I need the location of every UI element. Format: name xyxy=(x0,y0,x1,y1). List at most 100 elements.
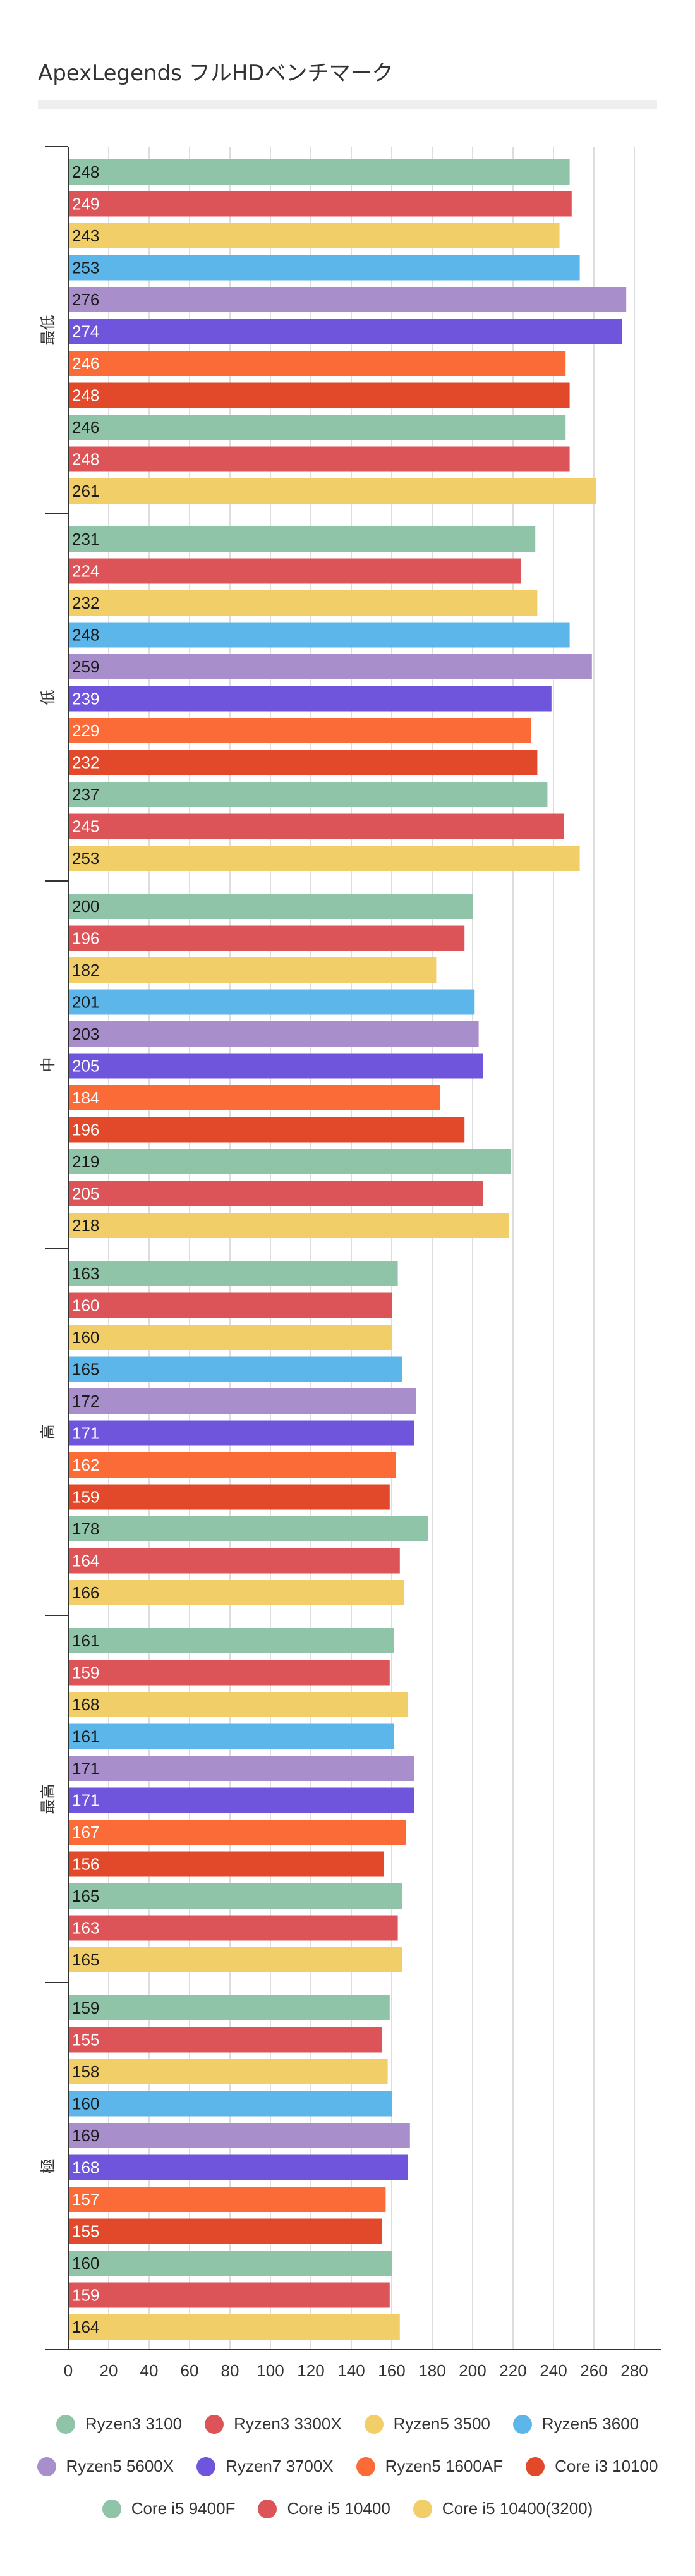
bar-value-label: 239 xyxy=(72,690,99,708)
category-label: 最低 xyxy=(39,315,57,346)
title-divider xyxy=(38,100,657,109)
bar xyxy=(68,1484,390,1510)
bar-value-label: 158 xyxy=(72,2062,99,2081)
legend-swatch-icon xyxy=(526,2457,545,2476)
legend-item[interactable]: Ryzen7 3700X xyxy=(196,2457,334,2476)
bar-value-label: 165 xyxy=(72,1360,99,1379)
bar-chart: 248 249 243 253 276 274 246 248 246 248 261 231 224 2… xyxy=(39,146,661,2380)
legend-item[interactable]: Core i5 10400(3200) xyxy=(413,2499,593,2518)
bar xyxy=(68,1756,414,1781)
legend-swatch-icon xyxy=(258,2499,277,2518)
x-tick-label: 120 xyxy=(297,2361,324,2380)
legend-item[interactable]: Ryzen5 3600 xyxy=(512,2414,639,2434)
bar xyxy=(68,1660,390,1686)
legend-label: Ryzen5 5600X xyxy=(66,2457,174,2476)
bar-value-label: 178 xyxy=(72,1519,99,1538)
bar xyxy=(68,2027,382,2053)
bar-value-label: 253 xyxy=(72,258,99,277)
bar xyxy=(68,2282,390,2308)
legend-swatch-icon xyxy=(196,2457,216,2476)
legend-row: Ryzen5 5600X Ryzen7 3700X Ryzen5 1600AF Cor… xyxy=(0,2457,695,2476)
bar xyxy=(68,1213,509,1238)
bar-value-label: 159 xyxy=(72,1488,99,1507)
bar xyxy=(68,846,580,871)
bar-value-label: 169 xyxy=(72,2126,99,2145)
bar xyxy=(68,1292,392,1318)
legend-item[interactable]: Core i5 10400 xyxy=(258,2499,390,2518)
bar-value-label: 155 xyxy=(72,2031,99,2050)
bar xyxy=(68,319,622,344)
legend-item[interactable]: Ryzen3 3300X xyxy=(205,2414,342,2434)
bar xyxy=(68,287,627,312)
bar-value-label: 218 xyxy=(72,1216,99,1235)
bar xyxy=(68,2059,388,2084)
x-tick-label: 160 xyxy=(378,2361,405,2380)
legend-row: Ryzen3 3100 Ryzen3 3300X Ryzen5 3500 Ryzen5… xyxy=(0,2414,695,2434)
bar-value-label: 253 xyxy=(72,849,99,868)
bar-value-label: 155 xyxy=(72,2222,99,2241)
bar xyxy=(68,191,572,217)
legend-item[interactable]: Ryzen5 3500 xyxy=(364,2414,490,2434)
bar xyxy=(68,1085,440,1110)
bar-value-label: 248 xyxy=(72,162,99,181)
bar-value-label: 171 xyxy=(72,1759,99,1778)
bar xyxy=(68,1723,394,1749)
bar xyxy=(68,1452,396,1478)
bar-value-label: 274 xyxy=(72,322,99,341)
bar-value-label: 159 xyxy=(72,2286,99,2305)
bar-value-label: 163 xyxy=(72,1264,99,1283)
bar xyxy=(68,1420,414,1446)
grid-lines xyxy=(108,147,635,2350)
bar-value-label: 246 xyxy=(72,354,99,373)
x-tick-label: 280 xyxy=(620,2361,648,2380)
bar-value-label: 167 xyxy=(72,1823,99,1842)
bar-value-label: 203 xyxy=(72,1024,99,1043)
bar-value-label: 163 xyxy=(72,1919,99,1938)
bar-value-label: 161 xyxy=(72,1727,99,1746)
bar xyxy=(68,2123,410,2148)
legend-item[interactable]: Core i3 10100 xyxy=(526,2457,658,2476)
legend-label: Ryzen3 3300X xyxy=(234,2414,342,2433)
legend-item[interactable]: Ryzen3 3100 xyxy=(56,2414,182,2434)
bar xyxy=(68,718,531,743)
legend-item[interactable]: Ryzen5 5600X xyxy=(37,2457,174,2476)
legend-item[interactable]: Ryzen5 1600AF xyxy=(356,2457,503,2476)
legend-label: Ryzen5 3600 xyxy=(541,2414,639,2433)
bar-value-label: 205 xyxy=(72,1057,99,1076)
bar-value-label: 168 xyxy=(72,1695,99,1714)
bar xyxy=(68,1915,398,1941)
bar-value-label: 200 xyxy=(72,897,99,916)
legend-item[interactable]: Core i5 9400F xyxy=(102,2499,235,2518)
bar xyxy=(68,1117,465,1143)
bar-value-label: 160 xyxy=(72,2094,99,2113)
bar-value-label: 248 xyxy=(72,386,99,405)
legend-swatch-icon xyxy=(37,2457,56,2476)
bar xyxy=(68,894,473,919)
bar xyxy=(68,2251,392,2276)
bar xyxy=(68,925,465,951)
bar xyxy=(68,1692,408,1717)
legend: Ryzen3 3100 Ryzen3 3300X Ryzen5 3500 Ryzen5… xyxy=(0,2414,695,2541)
bar-value-label: 164 xyxy=(72,2318,99,2336)
category-label: 中 xyxy=(39,1057,57,1072)
bar-value-label: 171 xyxy=(72,1791,99,1810)
bar xyxy=(68,750,538,775)
bar-value-label: 166 xyxy=(72,1583,99,1602)
legend-row: Core i5 9400F Core i5 10400 Core i5 10400(… xyxy=(0,2499,695,2518)
bar-value-label: 261 xyxy=(72,482,99,501)
bar-value-label: 182 xyxy=(72,961,99,980)
bar xyxy=(68,813,564,839)
bar-value-label: 161 xyxy=(72,1631,99,1650)
bar-value-label: 224 xyxy=(72,562,99,581)
legend-swatch-icon xyxy=(512,2414,532,2434)
bar xyxy=(68,989,475,1015)
bar xyxy=(68,1787,414,1813)
bar-value-label: 243 xyxy=(72,226,99,245)
bar xyxy=(68,590,538,616)
bar xyxy=(68,1021,479,1047)
bar-value-label: 162 xyxy=(72,1455,99,1474)
x-tick-label: 240 xyxy=(540,2361,567,2380)
bar-value-label: 248 xyxy=(72,450,99,469)
bar-value-label: 165 xyxy=(72,1886,99,1905)
bar xyxy=(68,1325,392,1350)
